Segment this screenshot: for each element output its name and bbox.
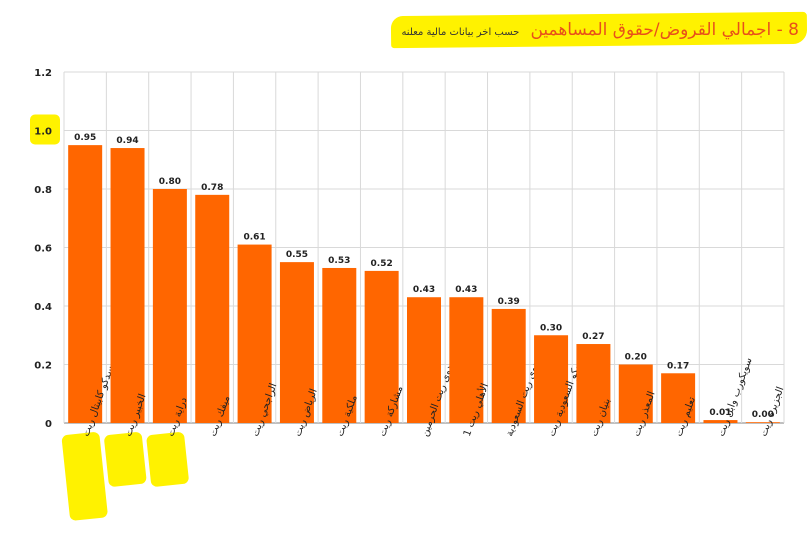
category-highlight [104,432,147,487]
data-label: 0.80 [159,177,181,187]
bar [491,308,526,423]
bar [68,145,103,423]
data-label: 0.55 [286,250,308,260]
data-label: 0.00 [752,410,774,420]
data-label: 0.61 [243,233,265,243]
bar [576,344,611,423]
y-tick-label: 0.4 [34,302,52,313]
data-label: 0.43 [455,285,477,295]
data-label: 0.43 [413,285,435,295]
category-highlight [146,432,189,487]
bar [661,373,696,423]
bar [110,148,145,424]
bar [449,297,484,423]
bar [618,364,653,423]
data-label: 0.39 [498,297,520,307]
data-label: 0.95 [74,133,96,143]
data-label: 0.17 [667,361,689,371]
data-label: 0.30 [540,323,562,333]
bar [534,335,569,423]
data-label: 0.78 [201,183,223,193]
data-label: 0.27 [582,332,604,342]
chart-title: 8 - اجمالي القروض/حقوق المساهمين حسب اخر… [395,20,805,40]
bar [703,420,738,423]
chart-title-banner: 8 - اجمالي القروض/حقوق المساهمين حسب اخر… [391,11,808,49]
x-tick-label: سويكورب وابل ريت [716,356,755,438]
chart-title-main: 8 - اجمالي القروض/حقوق المساهمين [530,20,799,40]
data-label: 0.52 [371,259,393,269]
chart-subtitle: حسب اخر بيانات مالية معلنه [401,27,520,38]
category-highlight [61,432,108,521]
data-label: 0.01 [709,408,731,418]
bar [237,244,272,423]
bar [364,270,399,423]
y-tick-label: 1.2 [34,68,52,79]
y-tick-label: 0 [45,419,52,430]
y-tick-label: 0.2 [34,361,52,372]
bar [322,267,357,423]
data-label: 0.20 [625,353,647,363]
y-tick-label: 0.8 [34,185,52,196]
data-label: 0.94 [116,136,138,146]
bar [407,297,441,423]
y-tick-highlight [30,114,60,145]
bar [745,422,780,423]
y-tick-label: 0.6 [34,244,52,255]
bar [279,262,314,423]
data-label: 0.53 [328,256,350,266]
y-tick-label: 1.0 [34,127,52,138]
bar [195,194,230,423]
bar [152,189,187,423]
